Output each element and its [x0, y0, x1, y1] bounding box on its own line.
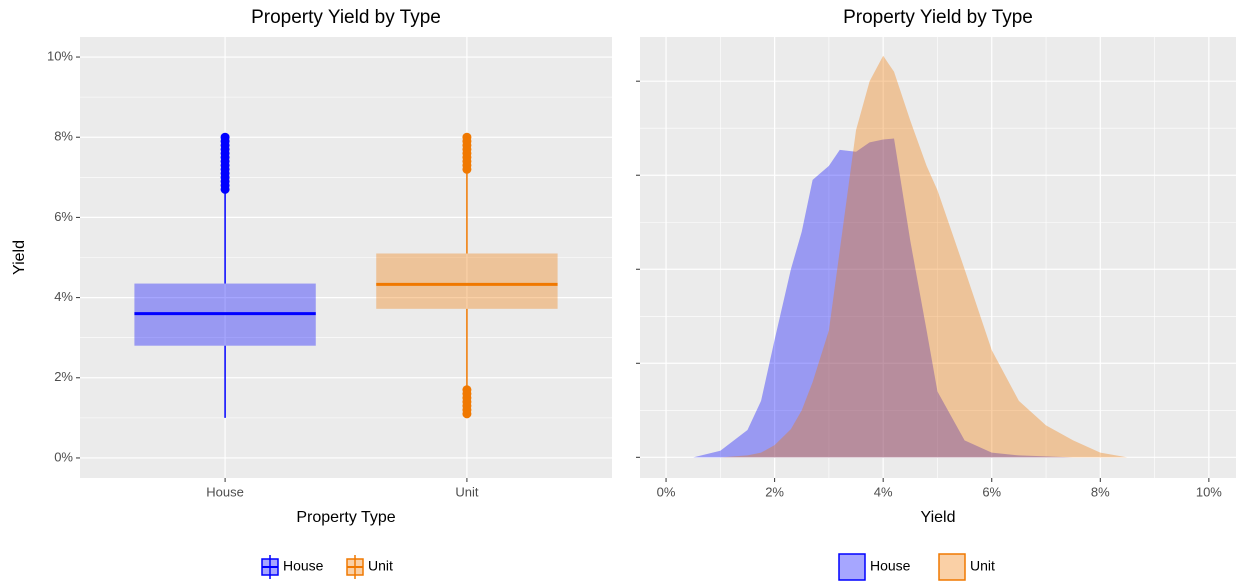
outlier [220, 132, 230, 142]
density-area [666, 55, 1209, 458]
y-tick-label: 10% [47, 48, 73, 63]
chart-title: Property Yield by Type [251, 7, 441, 28]
x-tick-label: 6% [982, 484, 1001, 499]
y-tick-label: 6% [54, 209, 73, 224]
density-area [666, 138, 1209, 458]
legend-label: Unit [368, 558, 393, 574]
legend-label: House [870, 558, 911, 574]
x-tick-label: 0% [657, 484, 676, 499]
chart-title: Property Yield by Type [843, 7, 1033, 28]
legend-label: House [283, 558, 324, 574]
y-tick-label: 4% [54, 289, 73, 304]
y-tick-label: 2% [54, 369, 73, 384]
y-tick-label: 8% [54, 129, 73, 144]
legend-key-bg [838, 553, 866, 581]
legend-key [938, 553, 966, 581]
x-axis-label: Property Type [296, 509, 395, 526]
x-axis-label: Yield [921, 509, 956, 526]
box [376, 253, 558, 309]
legend-key [838, 553, 866, 581]
x-tick-label: 4% [874, 484, 893, 499]
legend-label: Unit [970, 558, 995, 574]
legend-key-bg [938, 553, 966, 581]
y-tick-label: 0% [54, 449, 73, 464]
outlier [462, 385, 472, 395]
x-tick-label: 8% [1091, 484, 1110, 499]
outlier [462, 132, 472, 142]
x-tick-label: 10% [1196, 484, 1222, 499]
x-tick-label: House [206, 484, 244, 499]
y-axis-label: Yield [11, 240, 28, 275]
x-tick-label: Unit [455, 484, 479, 499]
x-tick-label: 2% [765, 484, 784, 499]
panel [640, 37, 1236, 478]
